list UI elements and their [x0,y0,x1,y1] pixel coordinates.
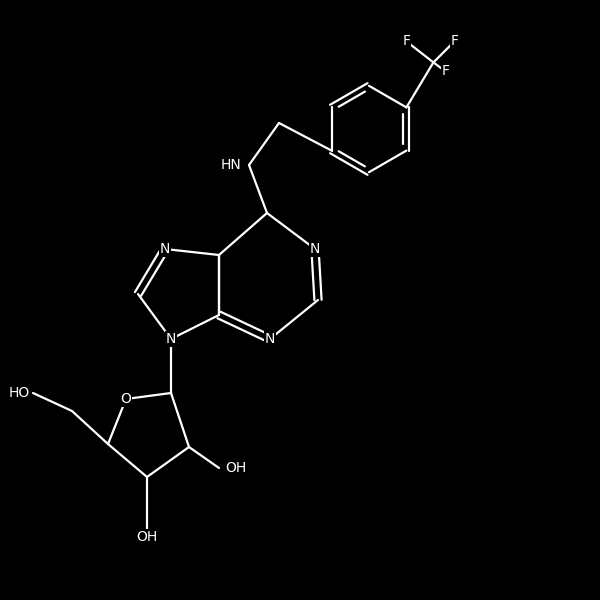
Text: N: N [310,242,320,256]
Text: F: F [442,64,449,79]
Text: N: N [166,332,176,346]
Text: N: N [265,332,275,346]
Text: OH: OH [136,530,158,544]
Text: N: N [160,242,170,256]
Text: OH: OH [225,461,246,475]
Text: HO: HO [9,386,30,400]
Text: HN: HN [221,158,242,172]
Text: O: O [121,392,131,406]
Text: F: F [403,34,410,49]
Text: F: F [451,34,458,49]
